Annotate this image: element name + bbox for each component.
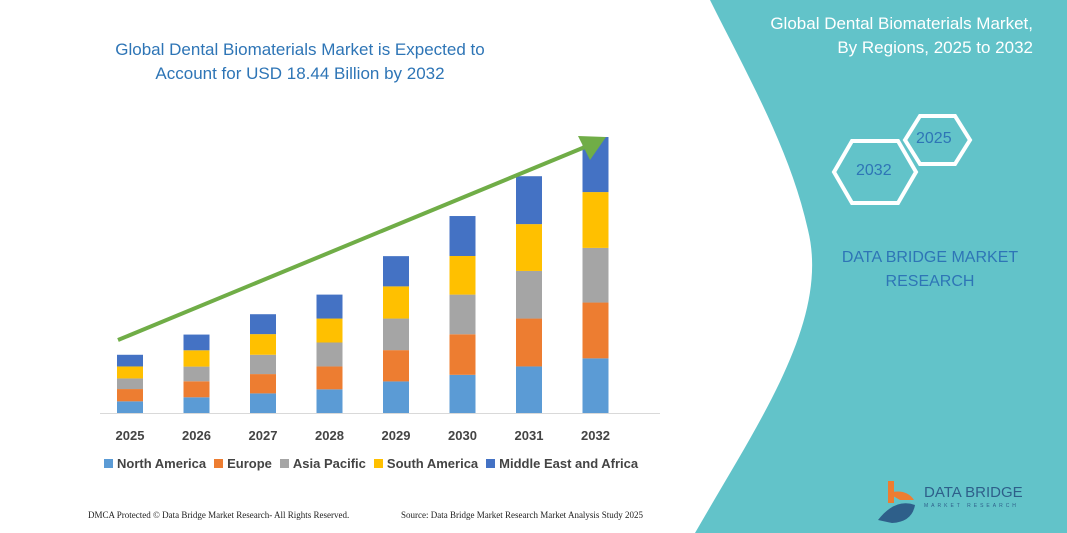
bar-segment-middle-east-and-africa-2025 [117, 354, 143, 367]
side-title-line2: By Regions, 2025 to 2032 [837, 38, 1033, 57]
bar-segment-europe-2027 [250, 374, 276, 394]
legend-item: Europe [214, 456, 272, 471]
hex-label-2032: 2032 [856, 162, 892, 179]
bar-segment-asia-pacific-2030 [449, 294, 476, 335]
legend-label: South America [386, 456, 479, 471]
hexagon-2032 [831, 139, 919, 205]
trend-arrow-line [117, 145, 586, 342]
bar-segment-asia-pacific-2032 [582, 247, 609, 303]
legend-item: North America [104, 456, 206, 471]
brand-line1: DATA BRIDGE MARKET [841, 249, 1019, 266]
bar-segment-south-america-2028 [316, 318, 343, 343]
bar-segment-north-america-2032 [582, 358, 609, 413]
bar-segment-north-america-2025 [117, 401, 143, 413]
legend-item: Asia Pacific [279, 456, 366, 471]
hexagon-2025 [902, 114, 973, 166]
chart-title: Global Dental Biomaterials Market is Exp… [115, 40, 485, 83]
legend-label: Middle East and Africa [499, 456, 639, 471]
bar-segment-north-america-2028 [316, 389, 343, 413]
bar-segment-south-america-2032 [582, 192, 609, 248]
bar-segment-south-america-2025 [117, 366, 143, 379]
legend-item: Middle East and Africa [486, 456, 638, 471]
bar-segment-europe-2028 [316, 366, 343, 390]
bar-segment-europe-2025 [117, 389, 143, 402]
legend-label: Asia Pacific [292, 456, 366, 471]
brand-text: DATA BRIDGE MARKET RESEARCH [830, 246, 1030, 294]
brand-line2: RESEARCH [885, 273, 975, 290]
bar-segment-middle-east-and-africa-2026 [183, 334, 210, 351]
x-tick-label: 2029 [382, 428, 411, 443]
bar-segment-europe-2032 [582, 302, 609, 359]
x-tick-label: 2026 [182, 428, 211, 443]
legend-item: South America [373, 456, 479, 471]
bar-segment-asia-pacific-2025 [117, 378, 143, 390]
trend-arrow-head-icon [578, 136, 606, 160]
legend-swatch [279, 459, 289, 468]
legend-swatch [486, 459, 496, 468]
bar-segment-middle-east-and-africa-2028 [316, 294, 343, 319]
bar-segment-middle-east-and-africa-2027 [250, 314, 276, 335]
bar-segment-europe-2031 [516, 318, 542, 367]
x-tick-label: 2025 [116, 428, 145, 443]
bar-segment-asia-pacific-2031 [516, 270, 542, 319]
bar-segment-south-america-2030 [449, 255, 476, 295]
copyright-text: DMCA Protected © Data Bridge Market Rese… [88, 510, 350, 520]
legend-swatch [373, 459, 383, 468]
side-panel-title: Global Dental Biomaterials Market, By Re… [703, 12, 1033, 60]
bar-segment-asia-pacific-2027 [250, 354, 276, 375]
bar-segment-south-america-2029 [383, 286, 409, 319]
stacked-bar-chart: 2025 2026 2027 2028 2029 2030 2031 2032 [100, 136, 660, 443]
hex-label-2025: 2025 [916, 130, 952, 147]
legend-swatch [104, 459, 113, 468]
bar-segment-asia-pacific-2026 [183, 366, 210, 382]
bar-segment-middle-east-and-africa-2030 [449, 216, 476, 256]
side-title-line1: Global Dental Biomaterials Market, [770, 14, 1033, 33]
legend-label: Europe [227, 456, 272, 471]
bar-segment-south-america-2027 [250, 334, 276, 355]
bar-segment-asia-pacific-2029 [383, 318, 409, 351]
bar-segment-middle-east-and-africa-2029 [383, 256, 409, 287]
x-tick-label: 2027 [249, 428, 278, 443]
x-tick-label: 2032 [581, 428, 610, 443]
x-tick-label: 2028 [315, 428, 344, 443]
legend: North America Europe Asia Pacific South … [104, 456, 638, 471]
logo-icon [878, 481, 915, 523]
logo-subtitle: MARKET RESEARCH [924, 503, 1019, 509]
logo-name: DATA BRIDGE [924, 484, 1023, 501]
side-panel-shape [695, 0, 1067, 533]
bar-segment-europe-2030 [449, 334, 476, 375]
bar-segment-south-america-2026 [183, 350, 210, 367]
bar-segment-asia-pacific-2028 [316, 342, 343, 367]
bar-segment-north-america-2026 [183, 397, 210, 413]
bar-segment-south-america-2031 [516, 224, 542, 271]
bar-segment-north-america-2031 [516, 366, 542, 413]
legend-label: North America [117, 456, 207, 471]
x-tick-label: 2030 [448, 428, 477, 443]
legend-swatch [214, 459, 224, 468]
x-tick-label: 2031 [515, 428, 544, 443]
bar-segment-europe-2026 [183, 381, 210, 398]
bar-segment-north-america-2027 [250, 393, 276, 413]
bar-segment-north-america-2029 [383, 381, 409, 413]
bar-segment-north-america-2030 [449, 374, 476, 413]
bar-segment-middle-east-and-africa-2031 [516, 176, 542, 225]
bar-segment-europe-2029 [383, 350, 409, 382]
source-text: Source: Data Bridge Market Research Mark… [401, 510, 643, 520]
